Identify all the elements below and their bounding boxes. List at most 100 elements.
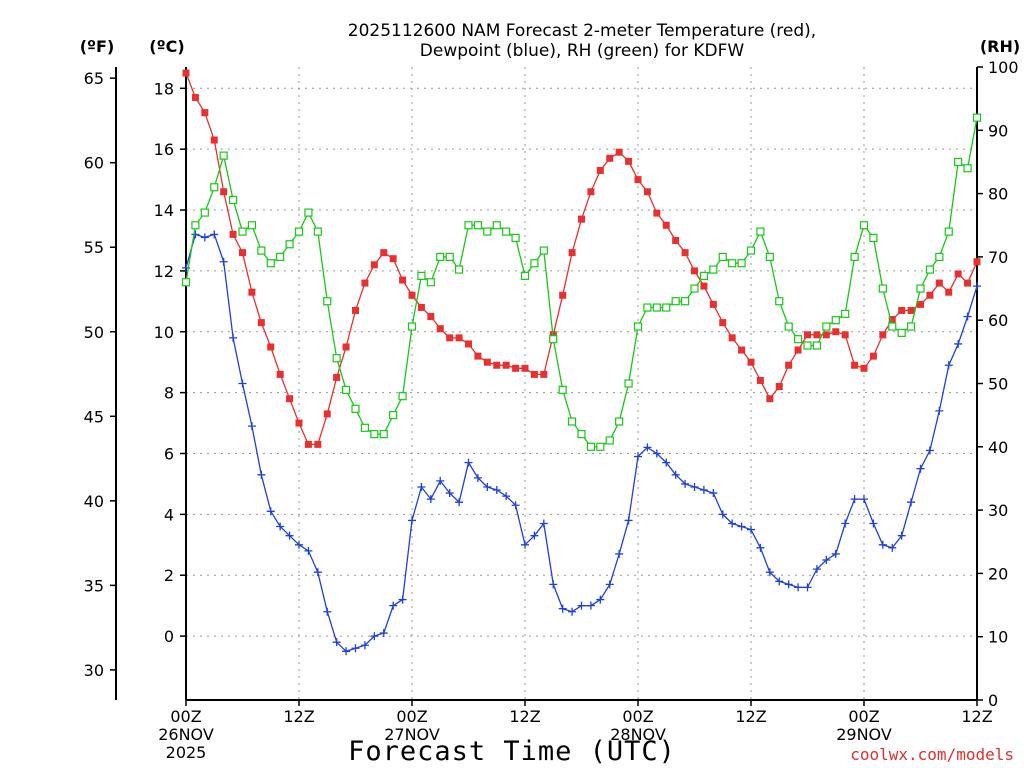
temperature-point — [568, 249, 576, 257]
temperature-point — [709, 300, 717, 308]
rh-point — [417, 271, 426, 280]
rh-point — [888, 322, 897, 331]
temperature-point — [352, 306, 359, 314]
rh-point — [916, 284, 925, 293]
temperature-point — [465, 340, 472, 348]
dewpoint-point — [210, 230, 219, 239]
temperature-point — [606, 154, 614, 162]
rh-tick-label: 70 — [988, 248, 1008, 267]
dewpoint-point — [605, 580, 614, 589]
rh-point — [869, 233, 878, 243]
fahrenheit-tick-label: 55 — [84, 238, 104, 257]
x-tick-label: 12Z — [735, 707, 766, 726]
rh-tick-label: 10 — [988, 628, 1008, 647]
rh-point — [228, 195, 238, 205]
rh-point — [586, 442, 596, 451]
dewpoint-point — [634, 452, 642, 461]
temperature-point — [512, 364, 520, 372]
rh-point — [906, 322, 916, 331]
temperature-point — [596, 166, 604, 174]
rh-point — [850, 252, 859, 261]
fahrenheit-tick-label: 60 — [84, 154, 104, 173]
rh-tick-label: 100 — [988, 58, 1019, 77]
temperature-point — [681, 249, 689, 257]
dewpoint-point — [558, 604, 567, 613]
celsius-tick-label: 0 — [164, 627, 174, 646]
rh-point — [596, 442, 605, 451]
celsius-tick-label: 18 — [154, 79, 174, 98]
temperature-point — [964, 279, 972, 287]
rh-tick-label: 50 — [988, 375, 1008, 394]
temperature-point — [653, 209, 661, 217]
temperature-point — [719, 319, 727, 327]
rh-point — [709, 265, 718, 274]
temperature-point — [766, 395, 774, 403]
rh-point — [728, 259, 737, 268]
celsius-tick-label: 14 — [154, 201, 174, 220]
dewpoint-point — [464, 458, 473, 467]
rh-point — [746, 246, 756, 255]
temperature-point — [380, 249, 388, 257]
dewpoint-point — [483, 482, 492, 491]
x-tick-label: 00Z — [170, 707, 201, 726]
rh-line — [185, 117, 978, 448]
temperature-point — [578, 215, 585, 223]
rh-tick-label: 0 — [988, 691, 998, 710]
rh-point — [257, 246, 266, 255]
rh-point — [737, 259, 746, 268]
dewpoint-point — [888, 543, 897, 552]
temperature-point — [860, 364, 868, 372]
rh-point — [972, 113, 982, 122]
dewpoint-point — [869, 519, 878, 528]
axes — [110, 66, 983, 706]
dewpoint-point — [436, 476, 445, 485]
dewpoint-point — [935, 406, 944, 415]
rh-point — [379, 430, 388, 439]
temperature-point — [945, 288, 953, 296]
temperature-point — [427, 313, 435, 321]
rh-point — [577, 430, 586, 439]
dewpoint-point — [728, 519, 737, 528]
temperature-point — [417, 303, 425, 311]
rh-point — [756, 227, 765, 236]
dewpoint-point — [652, 449, 661, 458]
temperature-point — [898, 306, 906, 314]
rh-point — [718, 252, 727, 261]
temperature-point — [540, 370, 548, 378]
rh-point — [671, 297, 680, 306]
dewpoint-point — [492, 486, 501, 495]
rh-tick-label: 90 — [988, 121, 1008, 140]
temperature-point — [191, 93, 199, 101]
x-tick-label: 00Z — [396, 707, 427, 726]
celsius-unit-label: (ºC) — [149, 37, 184, 56]
temperature-point — [747, 358, 755, 366]
rh-point — [775, 297, 784, 306]
temperature-point — [869, 352, 877, 360]
x-tick-label: 00Z — [622, 707, 653, 726]
dewpoint-point — [878, 540, 887, 549]
temperature-point — [794, 346, 802, 354]
temperature-point — [662, 221, 670, 229]
rh-unit-label: (RH) — [980, 37, 1020, 56]
rh-point — [520, 271, 530, 280]
dewpoint-point — [266, 507, 275, 516]
dewpoint-point — [831, 549, 840, 558]
temperature-point — [841, 331, 849, 339]
dewpoint-point — [841, 519, 850, 528]
dewpoint-point — [568, 607, 577, 616]
temperature-point — [559, 291, 567, 299]
temperature-point — [436, 325, 444, 333]
rh-point — [643, 303, 652, 312]
rh-point — [954, 157, 963, 167]
temperature-point — [493, 361, 501, 369]
rh-point — [652, 303, 661, 312]
dewpoint-point — [944, 361, 953, 370]
dewpoint-point — [907, 498, 916, 507]
dewpoint-point — [850, 495, 859, 504]
rh-point — [633, 322, 643, 331]
temperature-point — [615, 148, 623, 156]
rh-point — [812, 341, 822, 350]
rh-point — [793, 335, 803, 344]
temperature-point — [879, 331, 887, 339]
dewpoint-point — [530, 531, 539, 540]
